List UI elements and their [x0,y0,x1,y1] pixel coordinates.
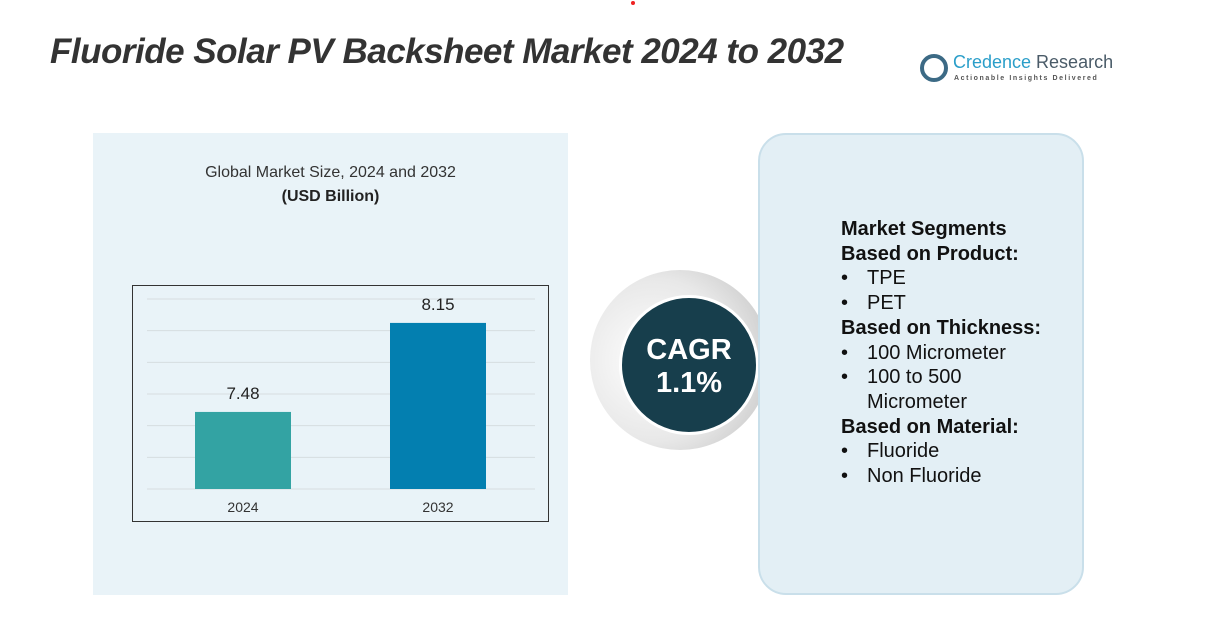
data-label: 7.48 [226,384,259,403]
page-title: Fluoride Solar PV Backsheet Market 2024 … [50,32,844,71]
logo-chart-icon [920,54,948,82]
cagr-badge: CAGR 1.1% [619,295,759,435]
data-label: 8.15 [421,295,454,314]
market-size-panel [93,133,568,595]
chart-unit: (USD Billion) [281,188,380,205]
bar-2032 [390,322,486,489]
logo-tagline: Actionable Insights Delivered [954,75,1099,82]
logo-name-a: Credence [953,52,1032,72]
bar-2024 [195,411,291,489]
cagr-label: CAGR [646,334,732,366]
segment-item: 100 Micrometer [841,341,1041,366]
segment-item: TPE [841,266,1041,291]
segment-group-title: Based on Thickness: [841,316,1042,339]
x-tick-label: 2032 [422,499,453,515]
segment-group-title: Based on Product: [841,242,1019,265]
segments-heading: Market Segments [841,218,1007,240]
logo-name-b: Research [1031,52,1114,72]
segments-list: Market Segments Based on Product: TPE PE… [841,217,1041,489]
bar-chart: 7.48 2024 8.15 2032 [132,285,549,522]
segment-item: PET [841,291,1041,316]
bar-chart-svg: 7.48 2024 8.15 2032 [147,295,535,515]
chart-title: Global Market Size, 2024 and 2032 [205,164,456,181]
cagr-value: 1.1% [655,367,723,399]
marker-dot [631,1,635,5]
segment-item: Non Fluoride [841,464,1041,489]
credence-research-logo: Credence Research Actionable Insights De… [920,52,1114,86]
x-tick-label: 2024 [227,499,258,515]
segment-item: Fluoride [841,439,1041,464]
segment-item: 100 to 500 Micrometer [841,365,1001,414]
segment-group-title: Based on Material: [841,415,1019,438]
